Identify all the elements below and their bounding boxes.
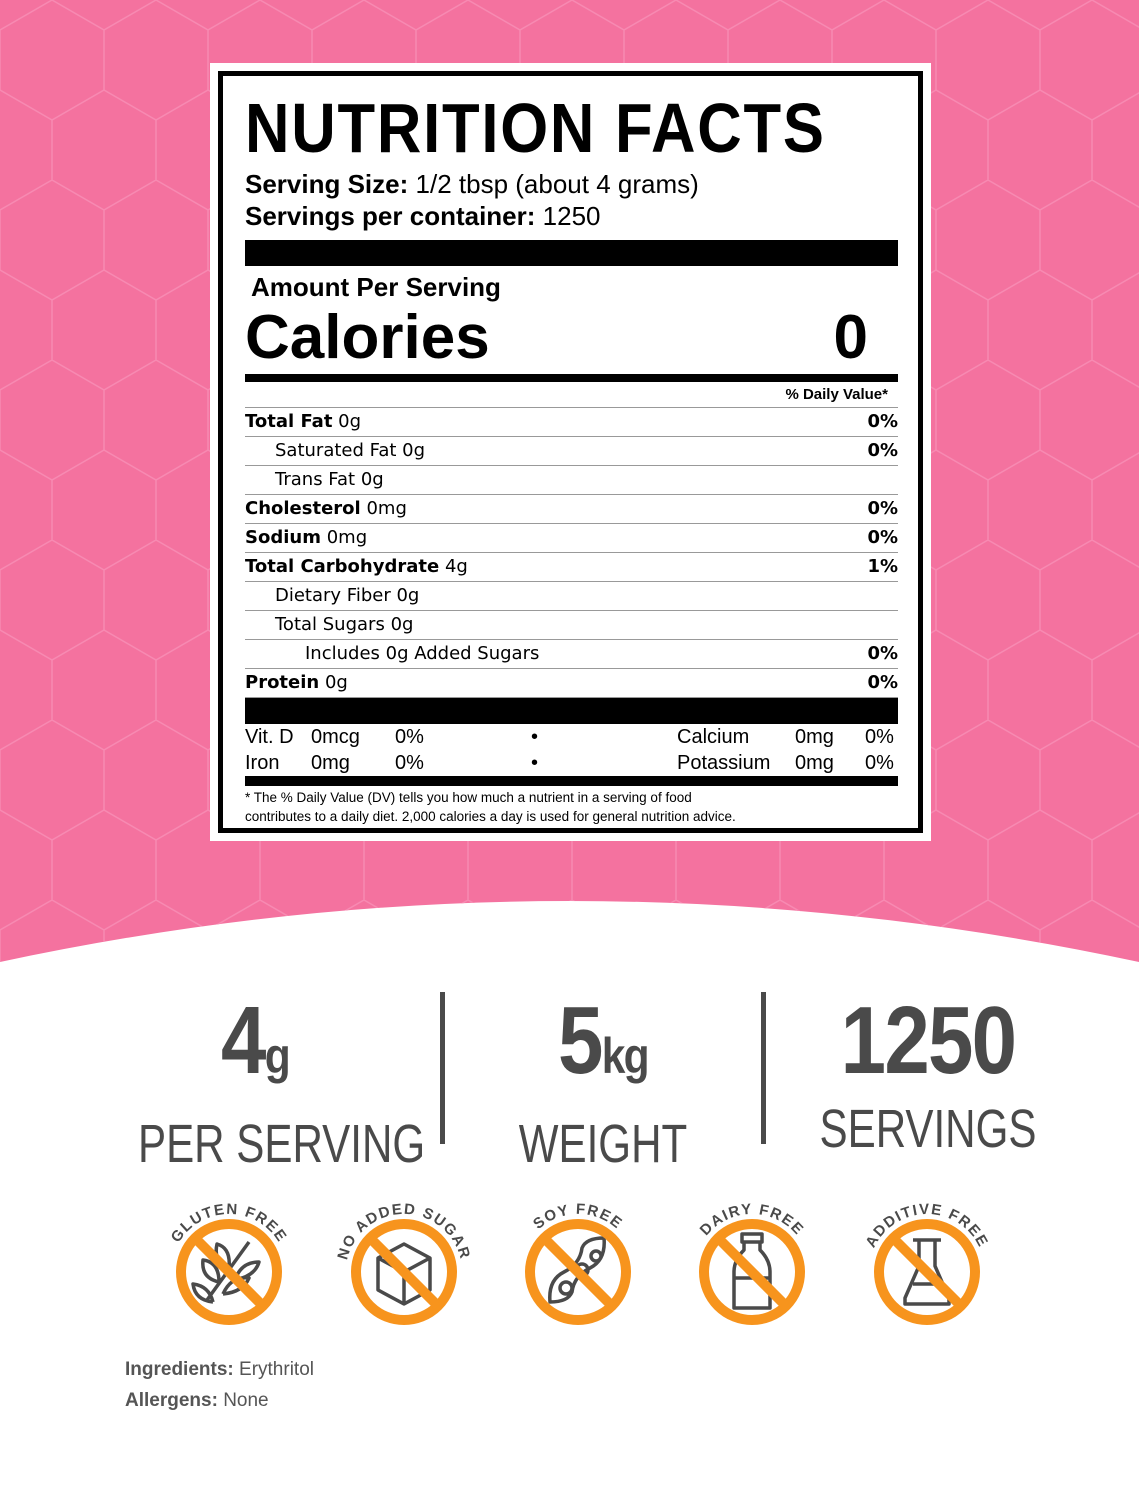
nutrient-row: Dietary Fiber 0g	[245, 582, 898, 611]
prohibited-circle-icon	[699, 1219, 805, 1325]
divider-bar	[245, 776, 898, 786]
badge-no-added-sugar: NO ADDED SUGAR	[334, 1201, 472, 1325]
soybean-icon	[548, 1236, 606, 1304]
serving-size: Serving Size: 1/2 tbsp (about 4 grams)	[245, 169, 699, 199]
stat-per-serving: 4g PER SERVING	[138, 987, 426, 1174]
nutrient-row: Includes 0g Added Sugars 0%	[245, 640, 898, 669]
label-title: NUTRITION FACTS	[245, 89, 826, 167]
vitamin-row: Iron 0mg 0% • Potassium 0mg 0%	[245, 752, 894, 774]
stat-divider	[440, 992, 445, 1144]
prohibited-slash-icon	[540, 1234, 616, 1310]
prohibited-slash-icon	[714, 1234, 790, 1310]
daily-value-header: % Daily Value*	[245, 382, 898, 408]
stat-divider	[761, 992, 766, 1144]
prohibited-slash-icon	[889, 1234, 965, 1310]
prohibited-circle-icon	[874, 1219, 980, 1325]
calories-row: Calories 0	[245, 303, 868, 372]
divider-bar	[245, 240, 898, 266]
divider-bar	[245, 698, 898, 724]
stat-weight: 5kg WEIGHT	[518, 987, 688, 1174]
product-stats: 4g PER SERVING 5kg WEIGHT 1250 SERVINGS	[0, 985, 1139, 1174]
prohibited-circle-icon	[351, 1219, 457, 1325]
servings-per-container: Servings per container: 1250	[245, 201, 601, 231]
nutrient-row: Total Fat 0g 0%	[245, 408, 898, 437]
prohibited-circle-icon	[525, 1219, 631, 1325]
footnote: * The % Daily Value (DV) tells you how m…	[245, 790, 736, 824]
nutrient-row: Saturated Fat 0g 0%	[245, 437, 898, 466]
badge-additive-free: ADDITIVE FREE	[862, 1201, 990, 1325]
badge-soy-free: SOY FREE	[525, 1201, 631, 1325]
amount-per-serving: Amount Per Serving	[251, 272, 501, 302]
badge-gluten-free: GLUTEN FREE	[168, 1201, 289, 1325]
stat-servings: 1250 SERVINGS	[819, 987, 1037, 1159]
nutrient-row: Total Sugars 0g	[245, 611, 898, 640]
vitamin-row: Vit. D 0mcg 0% • Calcium 0mg 0%	[245, 726, 894, 748]
nutrient-row: Protein 0g 0%	[245, 669, 898, 698]
nutrient-row: Trans Fat 0g	[245, 466, 898, 495]
prohibited-slash-icon	[366, 1234, 442, 1310]
nutrient-row: Cholesterol 0mg 0%	[245, 495, 898, 524]
allergens: Allergens: None	[125, 1390, 269, 1411]
ingredients: Ingredients: Erythritol	[125, 1359, 314, 1380]
nutrient-row: Total Carbohydrate 4g 1%	[245, 553, 898, 582]
badge-dairy-free: DAIRY FREE	[697, 1201, 806, 1325]
prohibited-circle-icon	[176, 1219, 282, 1325]
divider-bar	[245, 374, 898, 382]
nutrient-row: Sodium 0mg 0%	[245, 524, 898, 553]
free-from-badges: GLUTEN FREE NO ADDED SUGAR SOY FREE DAIRY F…	[168, 1201, 990, 1325]
nutrition-facts-label: NUTRITION FACTS Serving Size: 1/2 tbsp (…	[210, 63, 931, 841]
prohibited-slash-icon	[191, 1234, 267, 1310]
